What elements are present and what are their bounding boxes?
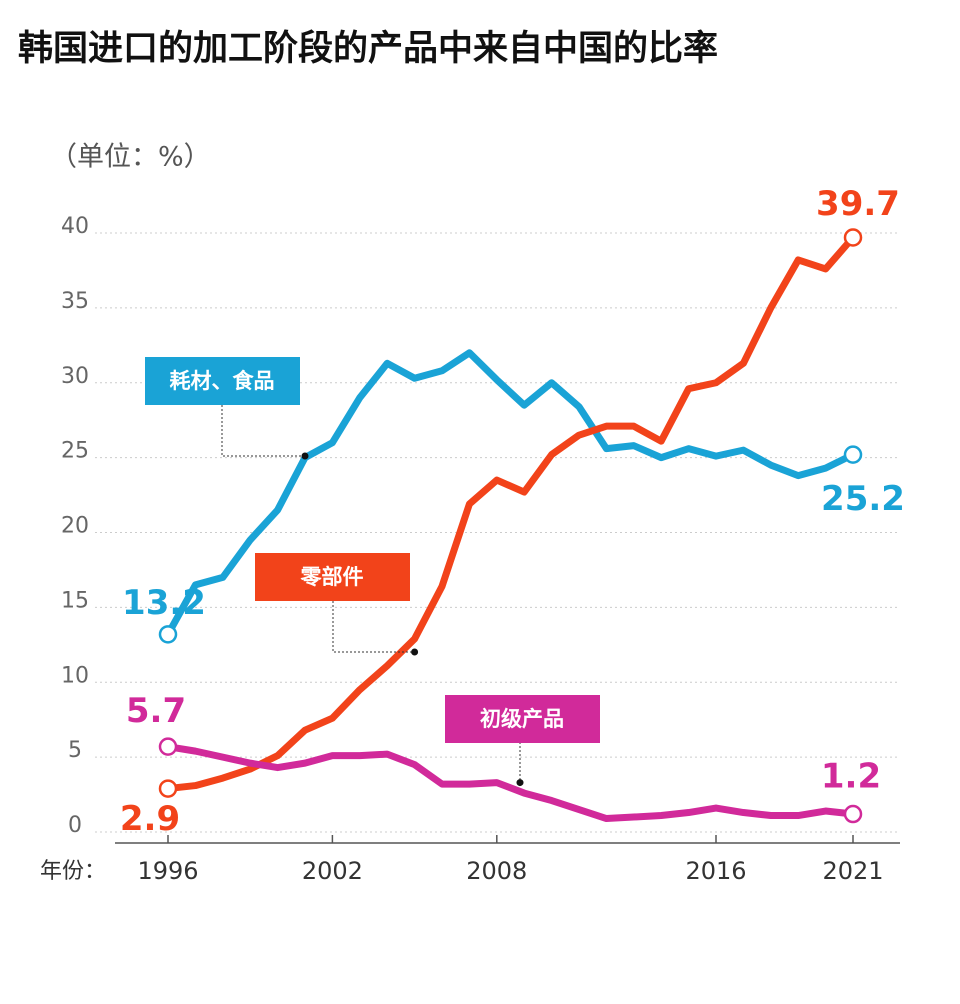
legend-box	[445, 695, 600, 743]
x-tick-label: 2016	[685, 857, 746, 885]
leader-dot	[516, 779, 524, 787]
data-label: 5.7	[126, 691, 186, 731]
y-tick-label: 20	[61, 514, 89, 539]
y-tick-label: 40	[61, 214, 89, 239]
x-tick-label: 2021	[822, 857, 883, 885]
end-point	[843, 228, 863, 247]
leader-line	[221, 405, 305, 457]
end-point	[158, 737, 178, 756]
data-label: 13.2	[122, 583, 206, 623]
y-tick-label: 15	[61, 588, 89, 613]
y-axis-label: （单位：%）	[50, 142, 211, 173]
leader-line	[332, 601, 415, 653]
y-tick-label: 5	[68, 738, 82, 763]
x-tick-label: 1996	[137, 857, 198, 885]
end-point	[158, 625, 178, 644]
data-label: 25.2	[821, 479, 905, 519]
x-tick-label: 2002	[302, 857, 363, 885]
data-label: 2.9	[120, 799, 180, 839]
x-tick-label: 2008	[466, 857, 527, 885]
legend-box	[255, 553, 410, 601]
legend-box	[145, 357, 300, 405]
y-tick-label: 25	[61, 439, 89, 464]
y-tick-label: 35	[61, 289, 89, 314]
y-tick-label: 10	[61, 663, 89, 688]
y-tick-label: 0	[68, 813, 82, 838]
data-label: 39.7	[816, 184, 900, 224]
series-line	[167, 743, 854, 823]
chart-title: 韩国进口的加工阶段的产品中来自中国的比率	[18, 28, 718, 69]
legend-label: 初级产品	[480, 707, 564, 731]
series-line	[167, 235, 856, 793]
data-label: 1.2	[821, 757, 881, 797]
leader-dot	[301, 452, 309, 460]
end-point	[843, 445, 863, 464]
leader-dot	[411, 648, 419, 656]
x-axis-label: 年份：	[40, 859, 106, 884]
y-tick-label: 30	[61, 364, 89, 389]
legend-label: 零部件	[300, 565, 364, 589]
end-point	[158, 779, 178, 798]
series-line	[164, 349, 855, 637]
legend-label: 耗材、食品	[170, 369, 275, 393]
end-point	[843, 804, 863, 824]
